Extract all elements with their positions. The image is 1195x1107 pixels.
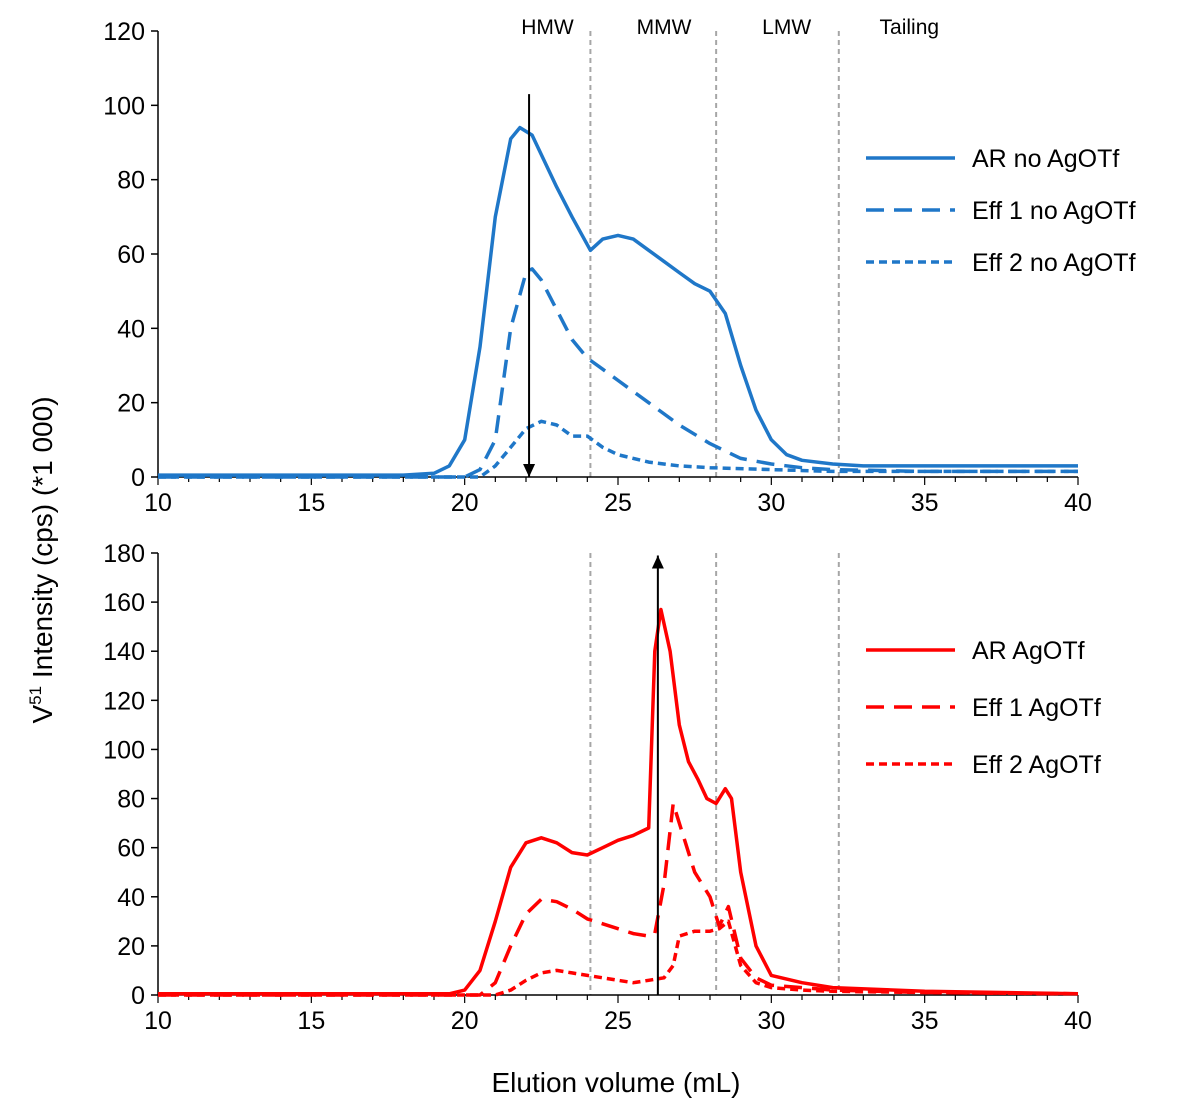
y-tick-label: 20 (117, 390, 145, 418)
series-line-0 (158, 125, 1078, 477)
legend-label-0: AR AgOTf (972, 637, 1085, 665)
region-label-lmw: LMW (762, 16, 811, 39)
region-label-mmw: MMW (637, 16, 692, 39)
legend-label-2: Eff 2 no AgOTf (972, 249, 1136, 277)
x-tick-label: 20 (451, 489, 479, 517)
series-line-0 (158, 607, 1079, 996)
y-axis-title: V51 Intensity (cps) (*1 000) (26, 396, 58, 723)
region-label-tailing: Tailing (880, 16, 940, 39)
region-label-hmw: HMW (521, 16, 574, 39)
series-line-1 (158, 801, 1079, 997)
y-axis-title-rest: Intensity (cps) (*1 000) (27, 396, 58, 685)
y-tick-label: 120 (103, 18, 145, 46)
x-tick-label: 10 (144, 1007, 172, 1035)
legend-label-2: Eff 2 AgOTf (972, 751, 1101, 779)
x-tick-label: 30 (757, 489, 785, 517)
y-tick-label: 0 (131, 982, 145, 1010)
trend-arrow-head (651, 555, 664, 569)
x-tick-label: 30 (757, 1007, 785, 1035)
y-tick-label: 100 (103, 736, 145, 764)
series-line-2 (158, 919, 1079, 997)
x-tick-label: 35 (911, 1007, 939, 1035)
y-tick-label: 80 (117, 167, 145, 195)
y-tick-label: 180 (103, 540, 145, 568)
x-tick-label: 35 (911, 489, 939, 517)
y-tick-label: 100 (103, 92, 145, 120)
x-tick-label: 40 (1064, 489, 1092, 517)
x-tick-label: 25 (604, 489, 632, 517)
legend-label-0: AR no AgOTf (972, 145, 1119, 173)
x-tick-label: 40 (1064, 1007, 1092, 1035)
top-panel-no-agotf: 0 20 40 60 80 100 120 10 15 20 25 30 35 40 AR no AgOTf… (103, 18, 1135, 517)
y-tick-label: 160 (103, 589, 145, 617)
x-axis-title: Elution volume (mL) (492, 1067, 741, 1098)
legend-label-1: Eff 1 AgOTf (972, 694, 1101, 722)
x-tick-label: 25 (604, 1007, 632, 1035)
y-axis-title-main: V (27, 705, 58, 724)
y-tick-label: 0 (131, 464, 145, 492)
legend-label-1: Eff 1 no AgOTf (972, 197, 1136, 225)
trend-arrow-head (523, 464, 536, 477)
region-labels: HMW MMW LMW Tailing (521, 16, 939, 39)
x-tick-label: 15 (297, 1007, 325, 1035)
series-line-1 (158, 267, 1078, 479)
series-line-2 (158, 419, 1078, 479)
y-tick-label: 80 (117, 786, 145, 814)
y-tick-label: 60 (117, 241, 145, 269)
y-tick-label: 120 (103, 687, 145, 715)
y-tick-label: 140 (103, 638, 145, 666)
y-tick-label: 40 (117, 315, 145, 343)
y-tick-label: 20 (117, 933, 145, 961)
y-tick-label: 40 (117, 884, 145, 912)
x-tick-label: 20 (451, 1007, 479, 1035)
y-tick-label: 60 (117, 835, 145, 863)
y-axis-title-superscript: 51 (26, 686, 45, 705)
bottom-panel-agotf: 0 20 40 60 80 100 120 140 160 180 10 15 20 25 30 35 40 AR… (103, 540, 1101, 1035)
x-tick-label: 15 (297, 489, 325, 517)
x-tick-label: 10 (144, 489, 172, 517)
